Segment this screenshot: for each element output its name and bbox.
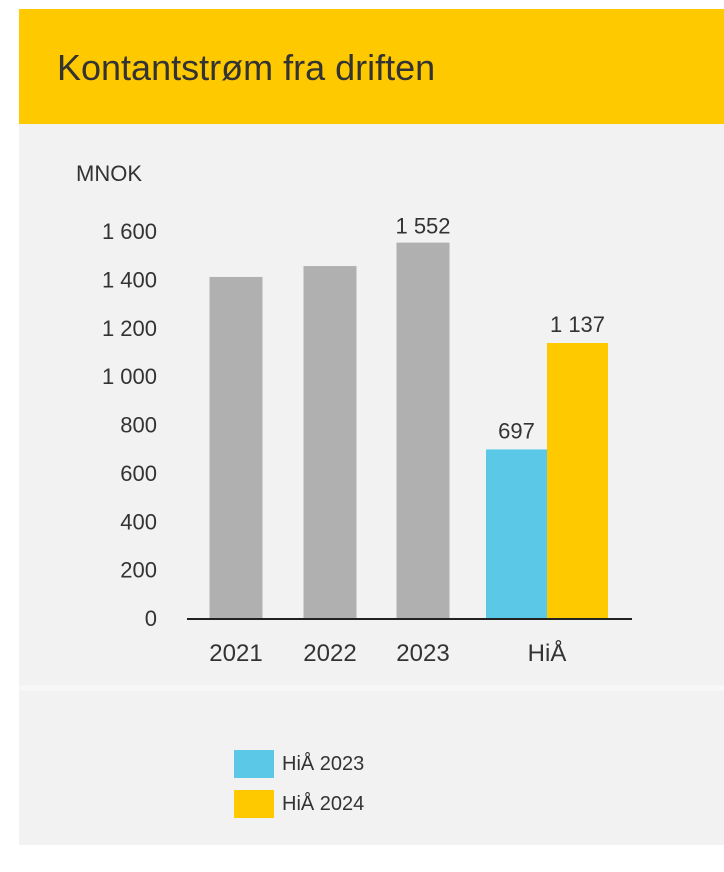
y-tick-label: 600	[120, 461, 157, 486]
x-tick-label: 2022	[303, 640, 356, 667]
chart-header: Kontantstrøm fra driften	[19, 9, 724, 124]
legend-item-hia-2023: HiÅ 2023	[234, 744, 364, 784]
x-tick-label: 2023	[396, 640, 449, 667]
bar-chart: MNOK 0 200 400 600 800 1 000 1 200 1 400 1 600 1 5…	[76, 161, 632, 667]
bar-hiå-2024	[547, 342, 608, 618]
legend-label-hia-2023: HiÅ 2023	[282, 752, 365, 775]
y-tick-label: 200	[120, 558, 157, 583]
y-tick-label: 800	[120, 413, 157, 438]
bar-2022	[303, 266, 357, 618]
y-tick-label: 0	[145, 606, 157, 631]
bar-2023	[396, 242, 450, 619]
legend: HiÅ 2023 HiÅ 2024	[234, 744, 364, 824]
y-tick-label: 1 400	[102, 267, 157, 292]
y-axis-title: MNOK	[76, 161, 142, 186]
x-tick-label: HiÅ	[528, 639, 567, 667]
chart-title: Kontantstrøm fra driften	[57, 47, 436, 88]
y-tick-label: 1 000	[102, 364, 157, 389]
data-label-2023: 1 552	[395, 214, 450, 239]
x-tick-label: 2021	[209, 640, 262, 667]
legend-label-hia-2024: HiÅ 2024	[282, 792, 365, 815]
y-tick-label: 400	[120, 509, 157, 534]
data-label-hiå-2024: 1 137	[550, 312, 605, 337]
legend-swatch-hia-2024	[234, 790, 274, 818]
bar-hiå-2023	[486, 449, 547, 618]
legend-swatch-hia-2023	[234, 750, 274, 778]
bar-2021	[209, 276, 263, 618]
y-tick-label: 1 600	[102, 219, 157, 244]
divider	[19, 685, 724, 691]
data-label-hiå-2023: 697	[498, 418, 535, 443]
y-tick-label: 1 200	[102, 316, 157, 341]
chart-card: Kontantstrøm fra driften MNOK 0 200 400 600 8…	[19, 9, 724, 845]
legend-item-hia-2024: HiÅ 2024	[234, 784, 364, 824]
